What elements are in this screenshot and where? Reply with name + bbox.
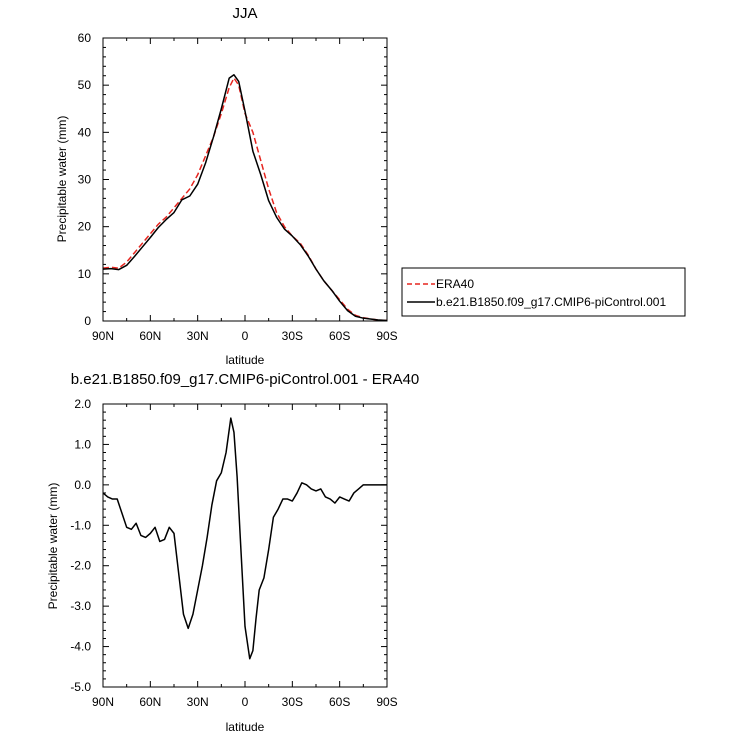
y-tick-label: -3.0 bbox=[70, 599, 91, 613]
x-tick-label: 90S bbox=[376, 329, 397, 343]
top-plot-frame bbox=[102, 37, 388, 322]
y-tick-label: 50 bbox=[78, 78, 92, 92]
y-tick-label: 1.0 bbox=[74, 437, 91, 451]
legend-label-model: b.e21.B1850.f09_g17.CMIP6-piControl.001 bbox=[436, 295, 666, 309]
y-tick-label: 2.0 bbox=[74, 397, 91, 411]
x-tick-label: 30S bbox=[282, 329, 303, 343]
y-tick-label: 0 bbox=[84, 314, 91, 328]
x-tick-label: 0 bbox=[242, 329, 249, 343]
bottom-panel: b.e21.B1850.f09_g17.CMIP6-piControl.001 … bbox=[46, 371, 419, 734]
x-tick-label: 60N bbox=[139, 695, 161, 709]
y-tick-label: 30 bbox=[78, 173, 92, 187]
x-tick-label: 60S bbox=[329, 695, 350, 709]
x-tick-label: 90N bbox=[92, 695, 114, 709]
x-tick-label: 0 bbox=[242, 695, 249, 709]
y-tick-label: 0.0 bbox=[74, 478, 91, 492]
y-tick-label: -2.0 bbox=[70, 559, 91, 573]
top-chart-title: JJA bbox=[232, 5, 257, 22]
bottom-chart-title: b.e21.B1850.f09_g17.CMIP6-piControl.001 … bbox=[71, 371, 420, 388]
top-y-axis-label: Precipitable water (mm) bbox=[55, 116, 69, 243]
legend: ERA40 b.e21.B1850.f09_g17.CMIP6-piContro… bbox=[401, 267, 686, 317]
x-tick-label: 30N bbox=[187, 329, 209, 343]
y-tick-label: 10 bbox=[78, 267, 92, 281]
top-x-axis-label: latitude bbox=[226, 353, 265, 367]
y-tick-label: -1.0 bbox=[70, 518, 91, 532]
y-tick-label: -5.0 bbox=[70, 680, 91, 694]
legend-box bbox=[401, 267, 686, 317]
x-tick-label: 90N bbox=[92, 329, 114, 343]
bottom-x-axis-label: latitude bbox=[226, 720, 265, 734]
x-tick-label: 90S bbox=[376, 695, 397, 709]
bottom-y-axis-label: Precipitable water (mm) bbox=[46, 483, 60, 610]
y-tick-label: 60 bbox=[78, 31, 92, 45]
y-tick-label: 40 bbox=[78, 125, 92, 139]
y-tick-label: -4.0 bbox=[70, 640, 91, 654]
series-line-difference bbox=[102, 417, 387, 660]
x-tick-label: 30S bbox=[282, 695, 303, 709]
bottom-plot-frame bbox=[102, 403, 388, 688]
top-panel: JJA 90N 60N 30N 0 30S 60S 90S 0 10 20 30 40 50 60 lat… bbox=[55, 5, 686, 367]
legend-label-era40: ERA40 bbox=[436, 277, 474, 291]
x-tick-label: 60S bbox=[329, 329, 350, 343]
x-tick-label: 30N bbox=[187, 695, 209, 709]
x-tick-label: 60N bbox=[139, 329, 161, 343]
series-line-model bbox=[102, 74, 388, 322]
y-tick-label: 20 bbox=[78, 220, 92, 234]
